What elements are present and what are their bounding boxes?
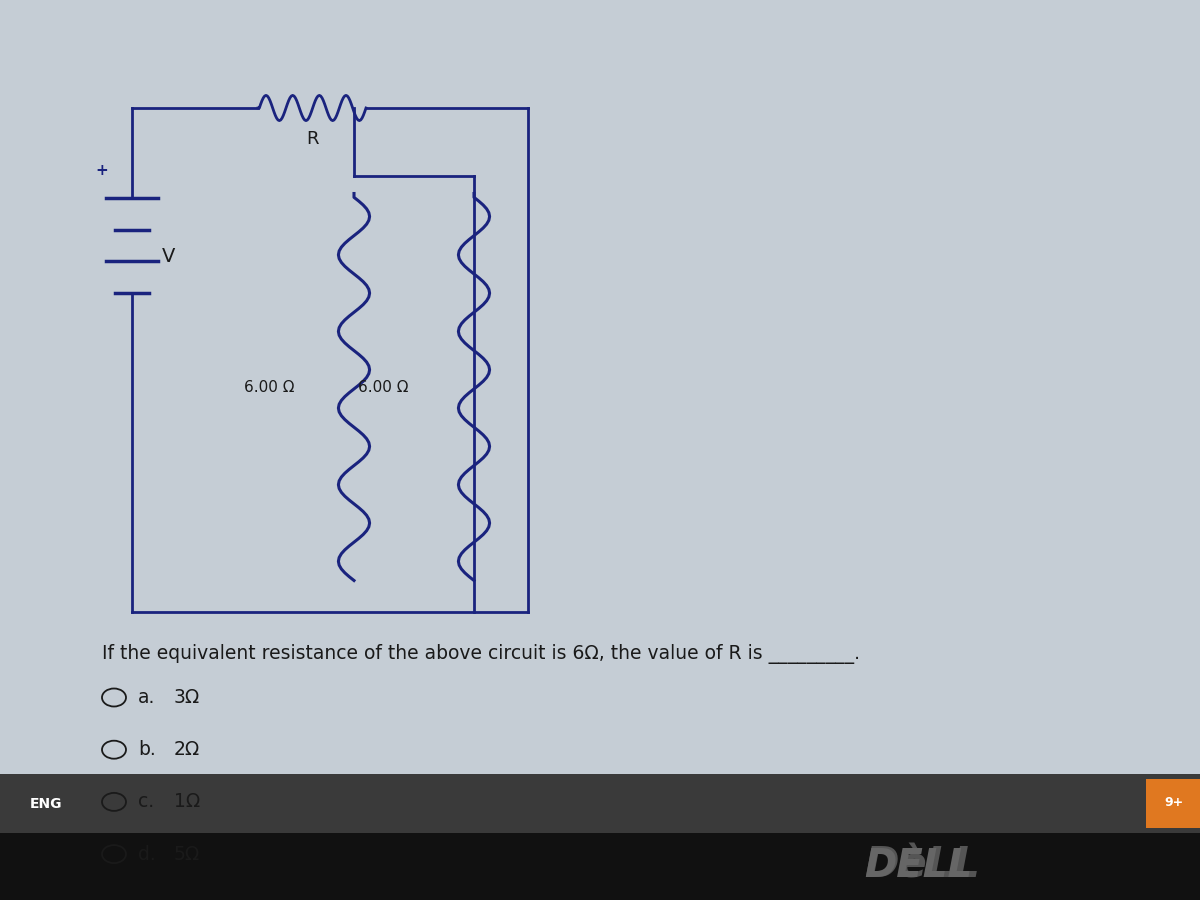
Text: c.: c.	[138, 792, 154, 812]
Text: DèLL: DèLL	[864, 845, 979, 886]
Text: 5Ω: 5Ω	[174, 844, 200, 864]
Text: 1Ω: 1Ω	[174, 792, 200, 812]
Text: b.: b.	[138, 740, 156, 760]
Bar	[0, 774, 1200, 832]
Bar	[0, 832, 1200, 900]
Text: 3Ω: 3Ω	[174, 688, 200, 707]
Text: If the equivalent resistance of the above circuit is 6Ω, the value of R is _____: If the equivalent resistance of the abov…	[102, 644, 860, 663]
Bar	[1146, 778, 1200, 828]
Text: 6.00 Ω: 6.00 Ω	[244, 380, 294, 394]
Text: d.: d.	[138, 844, 156, 864]
Text: 2Ω: 2Ω	[174, 740, 200, 760]
Text: R: R	[306, 130, 318, 148]
Text: 6.00 Ω: 6.00 Ω	[358, 380, 408, 394]
Text: +: +	[96, 163, 108, 178]
Text: ENG: ENG	[30, 796, 62, 811]
Text: 9+: 9+	[1164, 796, 1183, 809]
Text: V: V	[162, 247, 175, 266]
Text: DELL: DELL	[864, 847, 972, 885]
Text: a.: a.	[138, 688, 155, 707]
